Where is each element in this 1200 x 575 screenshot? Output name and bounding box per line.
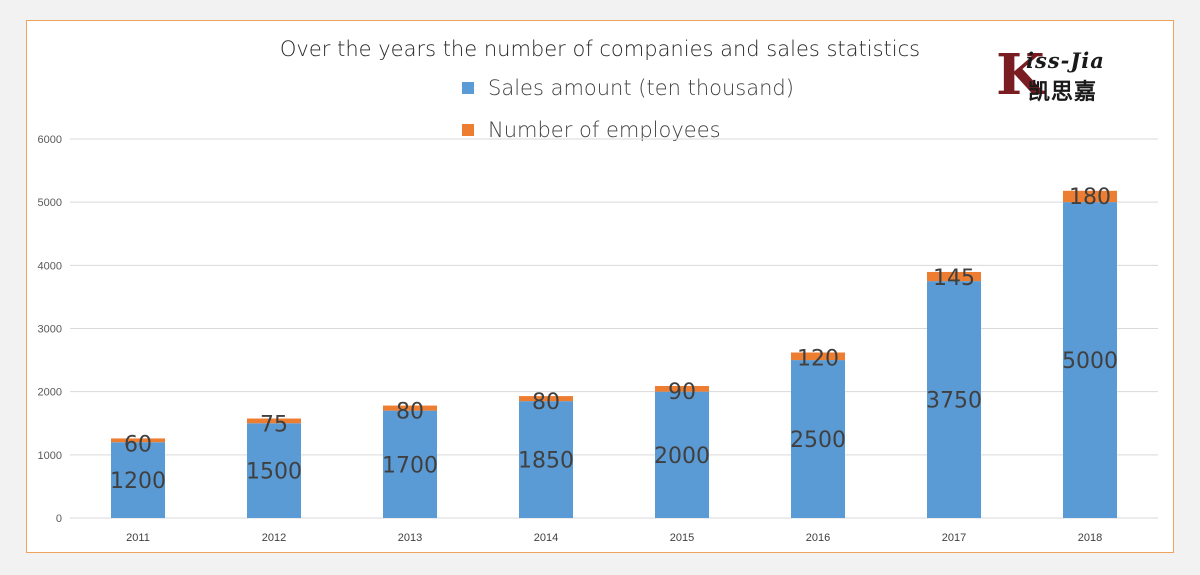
x-axis-ticks: 2011 2012 2013 2014 2015 2016 2017 2018: [126, 532, 1102, 544]
bar-sales-2018: [1063, 202, 1117, 518]
bar-sales-2012: [247, 423, 301, 518]
bar-employees-2017: [927, 271, 981, 282]
y-tick-label: 0: [56, 513, 62, 525]
logo-latin-text: iss-Jia: [1026, 48, 1105, 73]
bar-sales-2017: [927, 281, 981, 518]
bar-employees-2015: [655, 385, 709, 392]
bar-employees-2014: [519, 396, 573, 402]
bar-employees-2013: [383, 405, 437, 411]
y-tick-label: 1000: [38, 450, 62, 462]
label-sales-2012: 1500: [246, 460, 302, 485]
data-labels: 1200 60 1500 75 1700 80 1850 80 2000 90 2500 120 375…: [110, 185, 1118, 494]
label-employees-2017: 145: [933, 266, 975, 291]
label-sales-2016: 2500: [790, 428, 846, 453]
label-sales-2011: 1200: [110, 469, 166, 494]
logo-chinese-text: 凯思嘉: [1028, 80, 1098, 105]
label-sales-2013: 1700: [382, 453, 438, 478]
label-employees-2015: 90: [668, 380, 696, 405]
bar-employees-2011: [111, 438, 165, 443]
legend-swatch-0: [462, 82, 474, 94]
bar-employees-2016: [791, 352, 845, 361]
y-tick-label: 2000: [38, 387, 62, 399]
x-tick-label: 2012: [262, 532, 286, 544]
y-tick-label: 6000: [38, 134, 62, 146]
bar-sales-2014: [519, 401, 573, 518]
legend-label-0: Sales amount (ten thousand): [488, 76, 794, 100]
label-employees-2014: 80: [532, 390, 560, 415]
bar-employees-2018: [1063, 190, 1117, 203]
x-tick-label: 2013: [398, 532, 422, 544]
chart-title: Over the years the number of companies a…: [280, 37, 920, 61]
y-axis-ticks: 0 1000 2000 3000 4000 5000 6000: [38, 134, 62, 525]
bar-sales-2011: [111, 442, 165, 518]
label-employees-2018: 180: [1069, 185, 1111, 210]
x-tick-label: 2016: [806, 532, 830, 544]
kiss-jia-logo: K iss-Jia 凯思嘉: [996, 42, 1118, 108]
label-employees-2011: 60: [124, 432, 152, 457]
bar-sales-2015: [655, 391, 709, 518]
y-tick-label: 3000: [38, 324, 62, 336]
bar-series: [111, 190, 1117, 518]
x-tick-label: 2018: [1078, 532, 1102, 544]
x-tick-label: 2015: [670, 532, 694, 544]
x-tick-label: 2014: [534, 532, 558, 544]
x-tick-label: 2011: [126, 532, 150, 544]
y-tick-label: 5000: [38, 197, 62, 209]
chart-frame: [26, 20, 1174, 553]
legend-swatch-1: [462, 124, 474, 136]
label-employees-2013: 80: [396, 400, 424, 425]
label-sales-2018: 5000: [1062, 349, 1118, 374]
label-employees-2016: 120: [797, 347, 839, 372]
legend-label-1: Number of employees: [488, 118, 721, 142]
label-employees-2012: 75: [260, 413, 288, 438]
y-tick-label: 4000: [38, 260, 62, 272]
bar-sales-2013: [383, 410, 437, 518]
chart-legend: Sales amount (ten thousand) Number of emp…: [462, 76, 794, 142]
bar-sales-2016: [791, 360, 845, 518]
y-gridlines: [70, 138, 1158, 519]
bar-employees-2012: [247, 418, 301, 424]
logo-k-mark: K: [996, 42, 1045, 108]
label-sales-2015: 2000: [654, 444, 710, 469]
label-sales-2017: 3750: [926, 389, 982, 414]
label-sales-2014: 1850: [518, 449, 574, 474]
x-tick-label: 2017: [942, 532, 966, 544]
